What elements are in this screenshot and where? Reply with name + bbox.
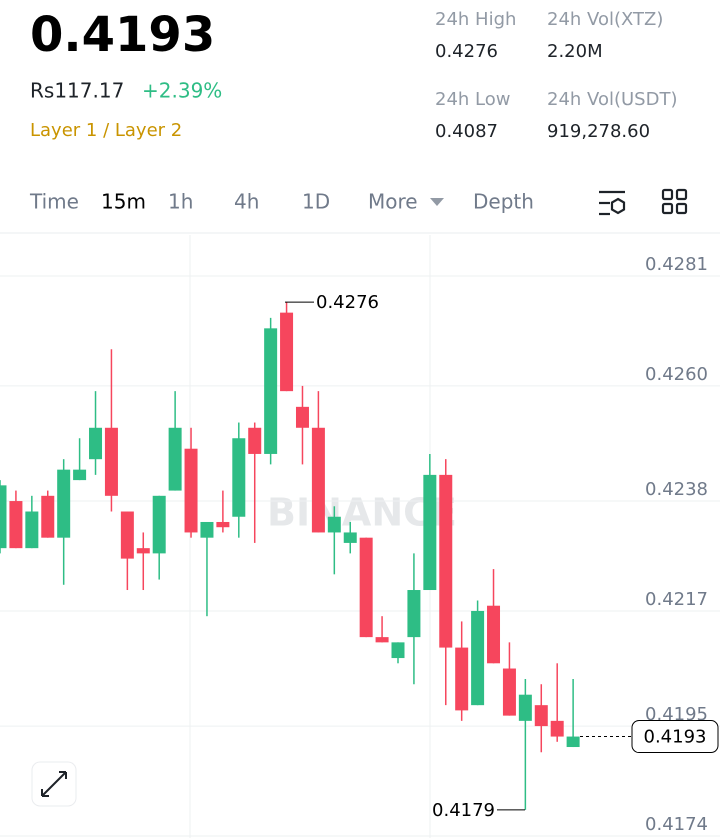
candle-body: [152, 495, 166, 554]
stat-label: 24h Vol(USDT): [547, 89, 677, 110]
candle-body: [168, 427, 182, 491]
tab[interactable]: Depth: [473, 190, 534, 214]
min-label: 0.4179: [432, 800, 495, 821]
candle-body: [407, 590, 421, 638]
candle-body: [25, 511, 39, 549]
candle-body: [0, 485, 7, 549]
tab[interactable]: More: [368, 190, 418, 214]
y-tick-label: 0.4260: [645, 364, 708, 385]
last-price-label: 0.4193: [644, 727, 707, 748]
y-tick-label: 0.4238: [645, 479, 708, 500]
price: 0.4193: [30, 7, 215, 63]
candle-body: [9, 501, 23, 549]
candle-body: [73, 469, 87, 481]
tab[interactable]: 4h: [234, 190, 259, 214]
candle-body: [487, 605, 501, 664]
tab[interactable]: 1h: [168, 190, 193, 214]
candle-body: [423, 474, 437, 591]
candle-body: [104, 427, 118, 496]
change: +2.39%: [142, 79, 222, 103]
dropdown-arrow: [430, 198, 444, 206]
candle-body: [295, 406, 309, 428]
y-tick-label: 0.4281: [645, 254, 708, 275]
candle-body: [280, 312, 294, 392]
candle-body: [184, 448, 198, 533]
candle-body: [471, 610, 485, 706]
max-label: 0.4276: [316, 292, 379, 313]
candle-body: [200, 521, 214, 538]
indicator-icon[interactable]: [599, 190, 626, 216]
tab[interactable]: 1D: [302, 190, 330, 214]
stat-value: 919,278.60: [547, 121, 650, 142]
candle-body: [248, 427, 262, 454]
candle-body: [391, 642, 405, 659]
expand-button[interactable]: [31, 761, 77, 807]
candle-body: [89, 427, 103, 460]
candle-body: [311, 427, 325, 533]
tab[interactable]: Time: [29, 190, 79, 214]
y-tick-label: 0.4174: [645, 814, 708, 835]
candle-body: [534, 705, 548, 727]
candle-body: [41, 495, 55, 538]
candle-body: [216, 521, 230, 528]
last-price-box: [631, 720, 719, 754]
candle-body: [439, 474, 453, 648]
candle-body: [455, 647, 469, 711]
candle-body: [232, 438, 246, 517]
candle-body: [550, 720, 564, 737]
candle-body: [136, 548, 150, 554]
stat-label: 24h Vol(XTZ): [547, 9, 663, 30]
candle-body: [343, 532, 357, 543]
candle-body: [375, 637, 389, 643]
y-tick-label: 0.4217: [645, 589, 708, 610]
fiat-price: Rs117.17: [30, 79, 124, 103]
stat-value: 0.4276: [435, 41, 498, 62]
candle-body: [327, 516, 341, 533]
stat-label: 24h High: [435, 9, 516, 30]
candle-body: [264, 328, 278, 454]
candle-body: [120, 511, 134, 559]
stat-label: 24h Low: [435, 89, 510, 110]
candle-body: [57, 469, 71, 538]
candle-body: [502, 668, 516, 716]
tags[interactable]: Layer 1 / Layer 2: [30, 120, 182, 141]
tab-active[interactable]: 15m: [101, 190, 146, 214]
stat-value: 2.20M: [547, 41, 603, 62]
candle-body: [518, 694, 532, 721]
y-tick-label: 0.4195: [645, 704, 708, 725]
layout-icon[interactable]: [661, 188, 688, 215]
candle-body: [359, 537, 373, 638]
stat-value: 0.4087: [435, 121, 498, 142]
candle-body: [566, 736, 580, 748]
